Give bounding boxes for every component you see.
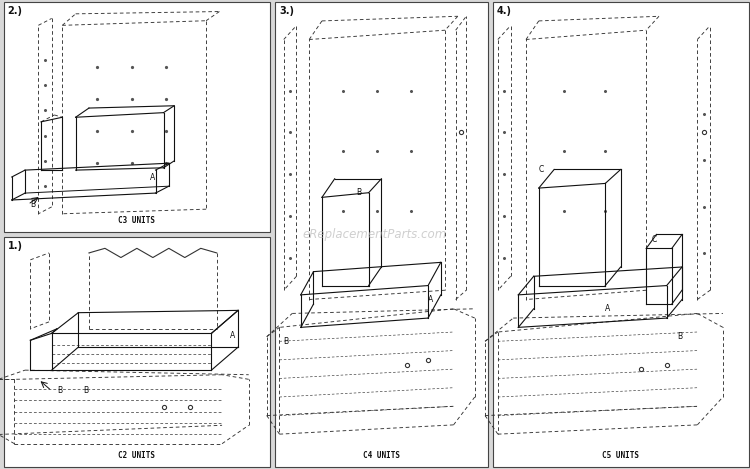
Text: A: A: [605, 304, 610, 313]
Text: A: A: [428, 295, 433, 304]
Bar: [4, 2, 270, 232]
Text: 2.): 2.): [8, 6, 22, 16]
Text: C5 UNITS: C5 UNITS: [602, 451, 639, 460]
Bar: [4, 237, 270, 467]
Text: eReplacementParts.com: eReplacementParts.com: [303, 228, 447, 241]
Text: B: B: [284, 337, 289, 346]
Text: C2 UNITS: C2 UNITS: [118, 451, 155, 460]
Text: A: A: [150, 173, 155, 182]
Text: C: C: [538, 165, 544, 174]
Text: C: C: [651, 235, 656, 244]
Text: 3.): 3.): [279, 6, 294, 16]
Text: 4.): 4.): [496, 6, 512, 16]
Text: B: B: [57, 386, 62, 395]
Text: B: B: [84, 386, 88, 395]
Text: C4 UNITS: C4 UNITS: [363, 451, 400, 460]
Text: C3 UNITS: C3 UNITS: [118, 216, 155, 225]
Text: B: B: [30, 200, 35, 209]
Text: B: B: [677, 333, 682, 341]
Text: 1.): 1.): [8, 241, 22, 250]
Bar: [493, 2, 748, 467]
Text: A: A: [230, 331, 236, 340]
Text: B: B: [356, 189, 361, 197]
Bar: [275, 2, 488, 467]
